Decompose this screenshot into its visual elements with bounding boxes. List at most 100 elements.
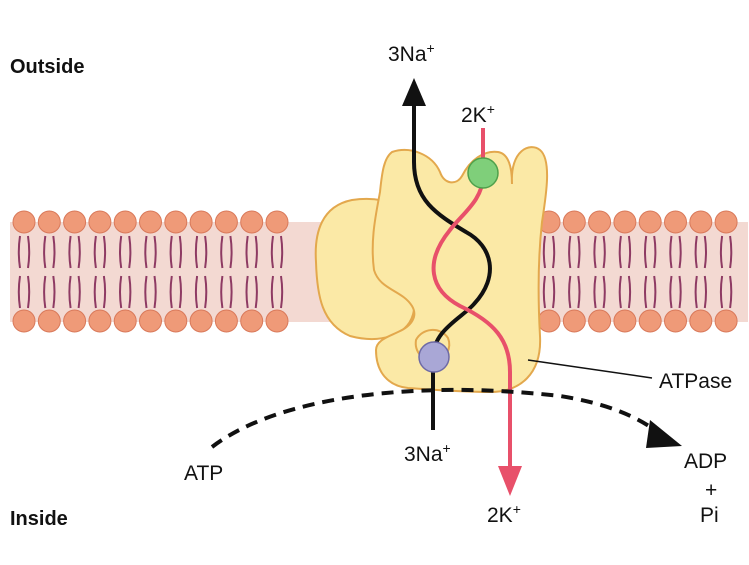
lipid-head <box>189 210 213 234</box>
lipid-head <box>664 309 687 333</box>
lipid-tail <box>593 275 597 309</box>
lipid-head <box>189 309 213 333</box>
atp-label: ATP <box>184 462 223 485</box>
lipid-tail <box>153 275 157 309</box>
sodium-arrowhead <box>402 78 426 106</box>
lipid-tail <box>220 275 224 309</box>
lipid-tail <box>280 235 284 269</box>
lipid-tail <box>178 235 182 269</box>
lipid-tail <box>270 235 274 269</box>
lipid-tail <box>678 235 682 269</box>
potassium-out-label: 2K+ <box>461 101 495 127</box>
lipid-tail <box>552 275 556 309</box>
lipid-head <box>139 210 162 234</box>
lipid-tail <box>68 235 72 269</box>
lipid-tail <box>229 235 233 269</box>
potassium-binding-site <box>467 157 499 189</box>
lipid-head <box>63 309 87 333</box>
lipid-tail <box>194 275 199 309</box>
lipid-tail <box>144 275 148 309</box>
lipid-tail <box>128 235 132 269</box>
lipid-tail <box>602 275 606 309</box>
lipid-tail <box>254 235 258 269</box>
lipid-tail <box>644 235 648 269</box>
lipid-tail <box>204 235 208 269</box>
lipid-head <box>613 309 637 333</box>
lipid-tail <box>568 275 572 309</box>
lipid-tail <box>719 235 724 269</box>
lipid-tail <box>102 235 107 269</box>
lipid-head <box>613 210 637 234</box>
lipid-head <box>588 309 612 333</box>
lipid-tail <box>729 235 733 269</box>
lipid-head <box>12 309 36 333</box>
lipid-tail <box>245 275 249 309</box>
lipid-head <box>562 210 586 234</box>
sodium-binding-site <box>418 341 450 373</box>
lipid-tail <box>627 235 632 269</box>
lipid-tail <box>577 275 581 309</box>
lipid-head <box>88 210 112 234</box>
lipid-tail <box>694 275 698 309</box>
potassium-in-label: 2K+ <box>487 501 521 527</box>
lipid-tail <box>52 275 56 309</box>
lipid-head <box>562 309 586 333</box>
lipid-tail <box>245 235 249 269</box>
lipid-tail <box>77 235 81 269</box>
lipid-tail <box>119 275 123 309</box>
lipid-tail <box>119 235 123 269</box>
lipid-tail <box>68 275 72 309</box>
lipid-head <box>265 210 289 234</box>
lipid-heads <box>12 210 738 333</box>
sodium-transport-path <box>412 104 492 430</box>
lipid-tails <box>17 235 733 309</box>
lipid-tail <box>270 275 274 309</box>
lipid-head <box>240 210 264 234</box>
pi-label: Pi <box>700 504 719 527</box>
lipid-tail <box>577 235 581 269</box>
lipid-tail <box>194 235 199 269</box>
lipid-head <box>714 210 738 234</box>
lipid-head <box>164 309 188 333</box>
lipid-tail <box>703 235 707 269</box>
lipid-tail <box>678 275 682 309</box>
lipid-tail <box>669 275 673 309</box>
adp-label: ADP <box>684 450 727 473</box>
lipid-tail <box>153 235 157 269</box>
lipid-tail <box>568 235 572 269</box>
lipid-tail <box>653 235 657 269</box>
sodium-out-label: 3Na+ <box>388 40 435 66</box>
lipid-tail <box>52 235 56 269</box>
lipid-tail <box>17 275 21 309</box>
atpase-main-body <box>371 146 549 394</box>
inside-label: Inside <box>10 508 68 530</box>
lipid-tail <box>719 275 724 309</box>
lipid-tail <box>618 235 622 269</box>
lipid-tail <box>729 275 733 309</box>
lipid-tail <box>552 235 556 269</box>
lipid-tail <box>17 235 21 269</box>
lipid-head <box>588 210 612 234</box>
lipid-head <box>689 210 713 234</box>
lipid-tail <box>280 275 284 309</box>
lipid-tail <box>627 275 632 309</box>
atpase-label: ATPase <box>659 370 732 393</box>
atpase-leader-line <box>527 359 653 379</box>
lipid-tail <box>618 275 622 309</box>
lipid-tail <box>169 275 173 309</box>
potassium-arrowhead <box>498 466 522 496</box>
lipid-head <box>638 309 662 333</box>
lipid-tail <box>669 235 673 269</box>
lipid-head <box>63 210 87 234</box>
lipid-head <box>689 309 713 333</box>
lipid-head <box>214 210 238 234</box>
lipid-tail <box>27 275 31 309</box>
lipid-tail <box>169 235 173 269</box>
lipid-head <box>240 309 264 333</box>
lipid-head <box>113 210 137 234</box>
lipid-tail <box>128 275 132 309</box>
potassium-transport-path <box>431 128 512 470</box>
lipid-tail <box>644 275 648 309</box>
lipid-tail <box>27 235 31 269</box>
sodium-in-label: 3Na+ <box>404 440 451 466</box>
